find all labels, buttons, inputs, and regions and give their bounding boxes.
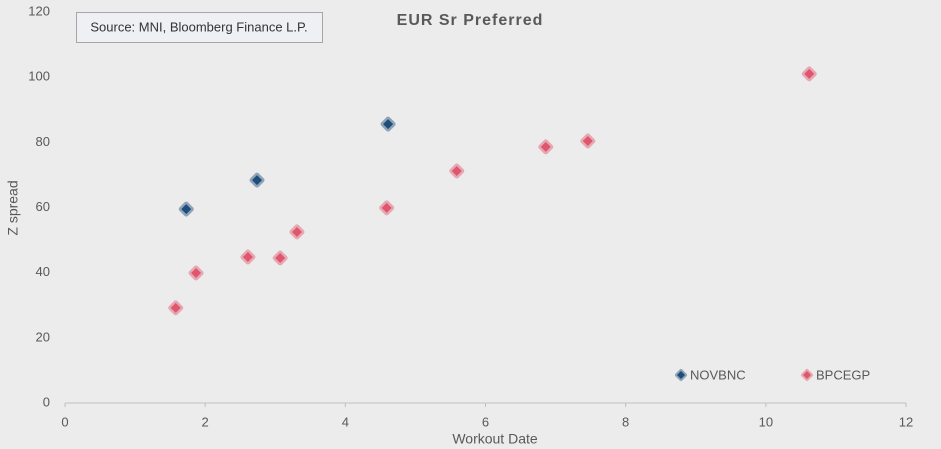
point <box>580 133 596 149</box>
source-box <box>76 12 323 43</box>
y-tick-label: 120 <box>28 3 50 18</box>
y-tick-label: 0 <box>43 394 50 409</box>
point <box>249 172 265 188</box>
y-tick-label: 80 <box>36 134 50 149</box>
x-tick-label: 6 <box>482 414 489 429</box>
point <box>449 163 465 179</box>
point <box>188 265 204 281</box>
source-note: Source: MNI, Bloomberg Finance L.P. <box>90 19 307 34</box>
legend-marker <box>675 369 687 381</box>
point <box>178 201 194 217</box>
point <box>379 200 395 216</box>
point <box>801 66 817 82</box>
x-tick-label: 4 <box>342 414 349 429</box>
y-tick-label: 40 <box>36 264 50 279</box>
point <box>538 139 554 155</box>
x-tick-label: 0 <box>61 414 68 429</box>
x-axis-label: Workout Date <box>452 431 538 447</box>
point <box>380 116 396 132</box>
y-axis-label: Z spread <box>5 180 21 235</box>
legend-label: NOVBNC <box>690 367 746 382</box>
point <box>289 224 305 240</box>
x-tick-label: 8 <box>622 414 629 429</box>
y-tick-label: 20 <box>36 329 50 344</box>
x-tick-label: 12 <box>899 414 913 429</box>
legend-label: BPCEGP <box>816 367 870 382</box>
point <box>272 250 288 266</box>
point <box>240 249 256 265</box>
y-tick-label: 100 <box>28 69 50 84</box>
y-tick-label: 60 <box>36 199 50 214</box>
x-tick-label: 10 <box>759 414 773 429</box>
legend-marker <box>801 369 813 381</box>
x-tick-label: 2 <box>202 414 209 429</box>
chart-title: EUR Sr Preferred <box>397 12 544 29</box>
point <box>168 300 184 316</box>
